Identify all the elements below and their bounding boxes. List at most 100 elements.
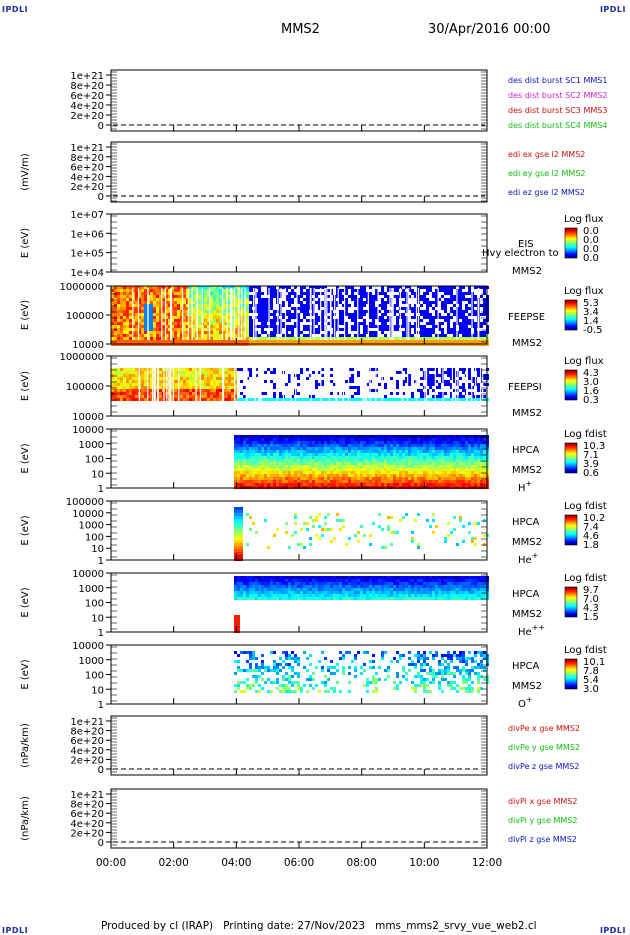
heatmap-cell: [255, 459, 258, 462]
heatmap-cell: [132, 386, 135, 389]
heatmap-cell: [441, 316, 444, 319]
heatmap-cell: [273, 368, 276, 371]
heatmap-cell: [411, 477, 414, 480]
heatmap-cell: [459, 398, 462, 401]
heatmap-cell: [444, 380, 447, 383]
heatmap-cell: [459, 298, 462, 301]
heatmap-cell: [246, 441, 249, 444]
data-gap: [231, 288, 232, 340]
heatmap-cell: [456, 477, 459, 480]
heatmap-cell: [261, 471, 264, 474]
heatmap-cell: [480, 435, 483, 438]
heatmap-cell: [465, 322, 468, 325]
heatmap-cell: [333, 483, 336, 486]
heatmap-cell: [120, 392, 123, 395]
heatmap-cell: [459, 392, 462, 395]
heatmap-cell: [246, 468, 249, 471]
heatmap-cell: [426, 334, 429, 337]
heatmap-cell: [117, 301, 120, 304]
heatmap-cell: [309, 447, 312, 450]
heatmap-cell: [129, 298, 132, 301]
heatmap-cell: [402, 295, 405, 298]
heatmap-cell: [390, 392, 393, 395]
heatmap-cell: [144, 313, 147, 316]
heatmap-cell: [219, 295, 222, 298]
heatmap-cell: [249, 438, 252, 441]
heatmap-cell: [474, 480, 477, 483]
heatmap-cell: [231, 377, 234, 380]
heatmap-cell: [273, 453, 276, 456]
heatmap-cell: [321, 534, 324, 537]
heatmap-cell: [291, 298, 294, 301]
heatmap-cell: [453, 313, 456, 316]
heatmap-cell: [468, 483, 471, 486]
heatmap-cell: [378, 468, 381, 471]
heatmap-cell: [234, 441, 237, 444]
heatmap-cell: [423, 444, 426, 447]
heatmap-cell: [369, 313, 372, 316]
heatmap-cell: [312, 447, 315, 450]
heatmap-cell: [270, 313, 273, 316]
heatmap-cell: [324, 441, 327, 444]
heatmap-cell: [399, 438, 402, 441]
heatmap-cell: [273, 328, 276, 331]
heatmap-cell: [378, 435, 381, 438]
heatmap-cell: [474, 325, 477, 328]
heatmap-cell: [354, 289, 357, 292]
heatmap-cell: [183, 386, 186, 389]
data-gap: [389, 288, 390, 340]
heatmap-cell: [468, 477, 471, 480]
heatmap-cell: [183, 383, 186, 386]
heatmap-cell: [174, 337, 177, 340]
heatmap-cell: [141, 316, 144, 319]
heatmap-cell: [369, 340, 372, 343]
heatmap-cell: [255, 471, 258, 474]
heatmap-cell: [258, 310, 261, 313]
heatmap-cell: [333, 450, 336, 453]
heatmap-cell: [444, 480, 447, 483]
heatmap-cell: [387, 340, 390, 343]
heatmap-cell: [120, 386, 123, 389]
heatmap-cell: [267, 459, 270, 462]
species-label: Hvy electron to: [482, 248, 559, 259]
heatmap-cell: [306, 292, 309, 295]
heatmap-cell: [438, 386, 441, 389]
heatmap-cell: [369, 322, 372, 325]
heatmap-cell: [219, 334, 222, 337]
heatmap-cell: [306, 450, 309, 453]
heatmap-cell: [204, 322, 207, 325]
heatmap-cell: [249, 340, 252, 343]
heatmap-cell: [402, 435, 405, 438]
heatmap-cell: [168, 340, 171, 343]
heatmap-cell: [432, 337, 435, 340]
heatmap-cell: [243, 468, 246, 471]
heatmap-cell: [246, 316, 249, 319]
heatmap-cell: [288, 398, 291, 401]
heatmap-cell: [129, 319, 132, 322]
heatmap-cell: [450, 441, 453, 444]
heatmap-cell: [255, 438, 258, 441]
heatmap-cell: [450, 483, 453, 486]
y-axis-title: E (eV): [20, 443, 31, 473]
heatmap-cell: [459, 474, 462, 477]
heatmap-cell: [225, 377, 228, 380]
heatmap-cell: [480, 459, 483, 462]
data-gap: [155, 358, 156, 412]
heatmap-cell: [264, 313, 267, 316]
heatmap-cell: [306, 453, 309, 456]
heatmap-cell: [135, 301, 138, 304]
heatmap-cell: [369, 310, 372, 313]
heatmap-cell: [462, 483, 465, 486]
heatmap-cell: [294, 462, 297, 465]
heatmap-cell: [117, 319, 120, 322]
heatmap-cell: [231, 398, 234, 401]
heatmap-cell: [204, 374, 207, 377]
heatmap-cell: [270, 298, 273, 301]
heatmap-cell: [303, 435, 306, 438]
heatmap-cell: [345, 441, 348, 444]
heatmap-cell: [426, 316, 429, 319]
heatmap-cell: [468, 374, 471, 377]
data-gap: [255, 358, 256, 412]
heatmap-cell: [426, 340, 429, 343]
